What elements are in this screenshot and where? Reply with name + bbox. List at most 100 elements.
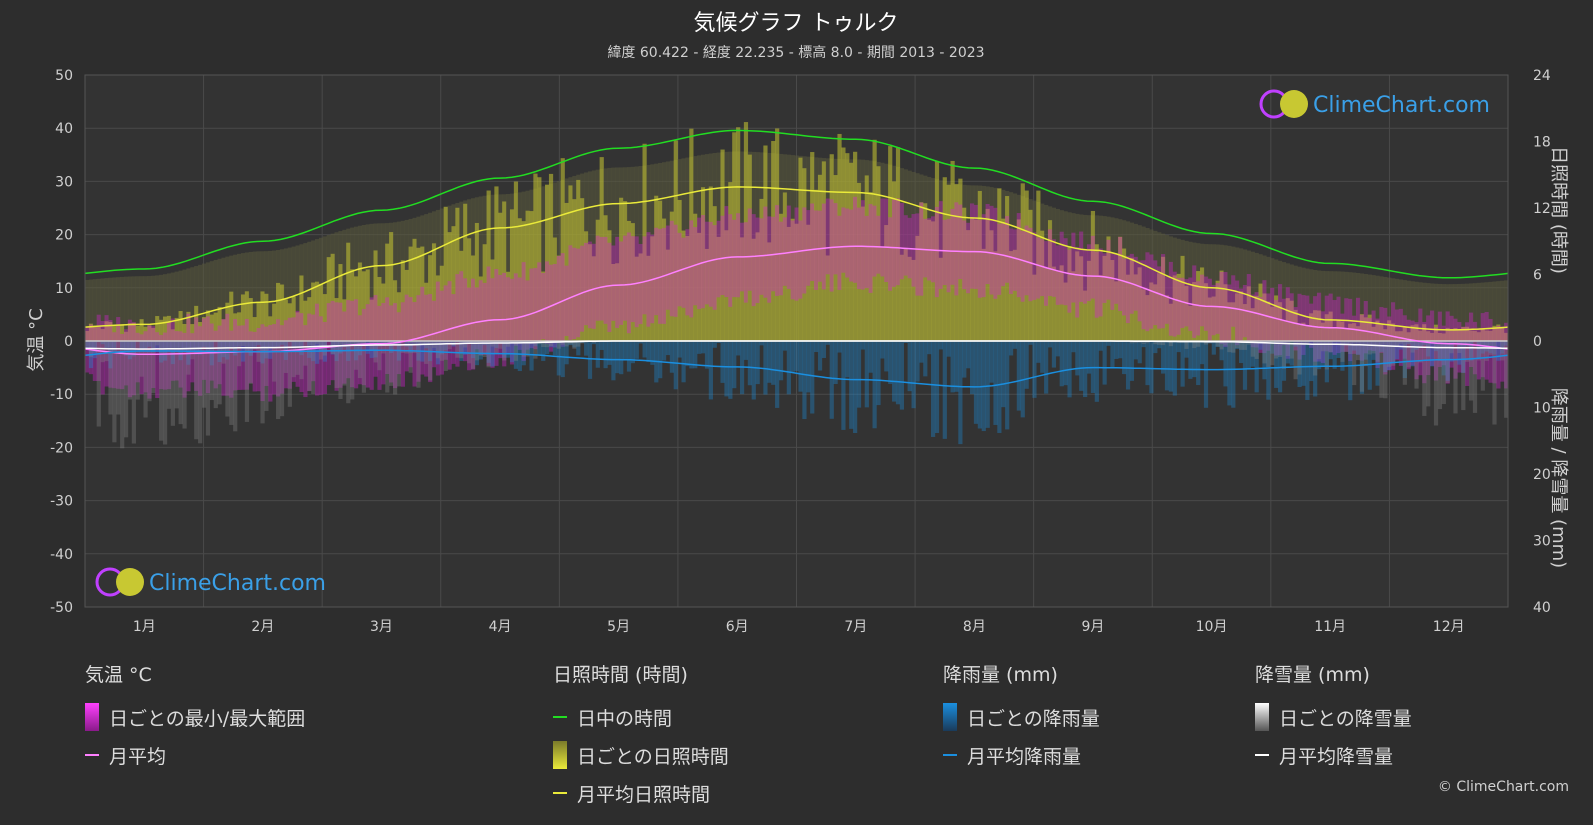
rain-bar [1469, 341, 1474, 361]
sunshine-bar [1496, 324, 1501, 341]
sunshine-bar [1437, 333, 1443, 341]
daylight-bar [85, 279, 90, 341]
daylight-bar [907, 170, 912, 341]
temp-range-bar [494, 268, 499, 366]
sunshine-bar [268, 316, 273, 341]
chart-subtitle: 緯度 60.422 - 経度 22.235 - 標高 8.0 - 期間 2013… [607, 44, 984, 61]
daylight-bar [1476, 282, 1482, 341]
rain-bar [100, 341, 105, 345]
sunshine-bar [139, 319, 144, 341]
sunshine-bar [1340, 321, 1345, 341]
daylight-bar [424, 214, 429, 341]
sunshine-bar [178, 311, 183, 341]
temp-range-bar [342, 311, 347, 384]
snow-bar [435, 341, 441, 359]
temp-range-bar [856, 207, 862, 290]
sunshine-bar [1094, 244, 1099, 341]
rain-bar [599, 341, 604, 350]
sunshine-bar [502, 201, 507, 341]
daylight-bar [256, 251, 261, 341]
climate-chart: 気候グラフ トゥルク 緯度 60.422 - 経度 22.235 - 標高 8.… [26, 11, 1569, 635]
rain-bar [1055, 341, 1060, 357]
sunshine-bar [724, 230, 729, 341]
temp-range-bar [810, 203, 815, 282]
temp-range-bar [1094, 251, 1099, 318]
sunshine-bar [872, 139, 877, 341]
sunshine-bar [1164, 295, 1170, 341]
temp-range-bar [778, 221, 784, 296]
rain-bar [373, 341, 378, 358]
temp-range-bar [623, 235, 628, 321]
sunshine-bar [584, 231, 589, 341]
daylight-bar [1316, 270, 1322, 341]
rain-bar [1149, 341, 1154, 394]
snow-bar [498, 341, 503, 349]
temp-range-bar [1406, 319, 1411, 370]
legend-label: 日ごとの降雪量 [1279, 707, 1412, 730]
rain-bar [864, 341, 869, 408]
temp-range-bar [1250, 294, 1255, 348]
temp-range-bar [194, 317, 199, 391]
temp-range-bar [1203, 276, 1209, 331]
left-tick-label: 10 [55, 281, 73, 297]
temp-range-bar [1063, 238, 1068, 306]
daylight-bar [1480, 282, 1485, 341]
rain-bar [962, 341, 967, 378]
sunshine-bar [1469, 330, 1474, 341]
temp-avg-swatch [85, 754, 99, 756]
rain-bar [1461, 341, 1466, 373]
rain-bar [369, 341, 374, 358]
snow-bar [1219, 341, 1224, 350]
daylight-bar [170, 272, 175, 341]
sunshine-bar [1071, 271, 1076, 341]
rain-bar [1344, 341, 1349, 345]
temp-range-bar [977, 219, 982, 298]
sunshine-bar [1254, 295, 1259, 341]
rain-bar [1094, 341, 1099, 402]
month-label: 8月 [963, 619, 986, 635]
sunshine-bar [303, 300, 308, 341]
temp-range-bar [931, 216, 936, 283]
sunshine-bar [233, 313, 238, 341]
temp-range-bar [151, 326, 156, 388]
sunshine-bar [1406, 332, 1411, 341]
rain-bar [201, 341, 207, 347]
rain-bar [1250, 341, 1255, 367]
sunshine-bar [985, 208, 990, 341]
sunshine-bar [490, 259, 495, 341]
snow-avg-swatch [1255, 754, 1269, 756]
sunshine-bar [704, 248, 710, 341]
snow-bar [404, 341, 409, 354]
snow-bar [139, 341, 144, 377]
daylight-bar [1293, 265, 1298, 341]
sunshine-bar [560, 158, 565, 341]
rain-bar [560, 341, 565, 378]
rain-bar [244, 341, 250, 353]
daylight-bar [1270, 258, 1275, 341]
temp-range-bar [166, 322, 172, 390]
rain-bar [1430, 341, 1435, 367]
snow-bar [1480, 341, 1485, 391]
snow-bar [459, 341, 464, 359]
rain-bar [985, 341, 990, 428]
temp-range-bar [1437, 311, 1443, 367]
temp-range-bar [872, 205, 877, 277]
temp-range-bar [182, 332, 187, 398]
sunshine-bar [517, 218, 522, 341]
right-tick-label-precip: 40 [1533, 600, 1551, 616]
rain-bar [572, 341, 577, 348]
sunshine-bar [1192, 282, 1197, 341]
sunshine-bar [416, 247, 421, 341]
right-axis-title-sunshine: 日照時間 (時間) [1548, 146, 1569, 274]
rain-bar [1157, 341, 1162, 349]
temp-range-bar [1133, 256, 1138, 311]
temp-range-bar [1106, 239, 1111, 300]
rain-bar [1383, 341, 1388, 373]
sunshine-bar [1055, 271, 1060, 341]
sunshine-bar [1476, 332, 1482, 341]
snow-bar [92, 341, 97, 353]
rain-bar [342, 341, 347, 348]
sunshine-bar [946, 184, 951, 341]
rain-bar [1348, 341, 1353, 401]
daylight-bar [1406, 280, 1411, 341]
